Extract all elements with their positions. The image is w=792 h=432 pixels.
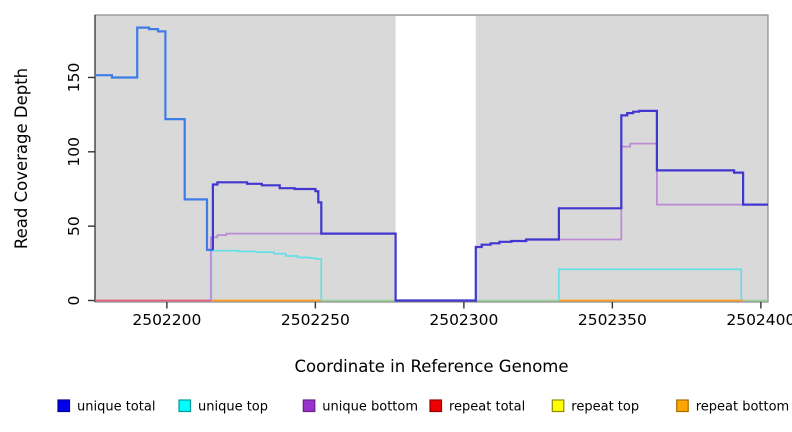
series-unique-total-left (95, 26, 213, 251)
legend-swatch-icon (551, 399, 565, 413)
legend-swatch-icon (178, 399, 192, 413)
x-tick-label: 2502300 (429, 311, 498, 329)
y-tick-label: 0 (65, 296, 83, 306)
series-unique-top-left (210, 249, 323, 301)
legend-swatch-icon (429, 399, 443, 413)
masked-region (395, 16, 476, 302)
x-tick-label: 2502200 (132, 311, 201, 329)
legend-swatch-icon (676, 399, 689, 413)
legend-label: unique top (198, 400, 268, 415)
series-unique-top-right (558, 268, 743, 301)
x-axis-title: Coordinate in Reference Genome (294, 357, 568, 376)
y-axis-title: Read Coverage Depth (12, 68, 31, 249)
legend-label: repeat top (571, 400, 639, 415)
legend-label: unique bottom (322, 400, 418, 415)
x-tick-label: 2502400 (726, 311, 792, 329)
legend-label: repeat total (449, 400, 525, 415)
legend-item: repeat bottom (676, 399, 790, 415)
legend-swatch-icon (302, 399, 316, 413)
y-tick-label: 100 (65, 137, 83, 167)
y-tick-label: 50 (65, 216, 83, 236)
series-unique-total-main (211, 109, 768, 302)
legend-item: repeat total (429, 399, 525, 415)
legend-label: unique total (77, 400, 155, 415)
x-tick-label: 2502250 (281, 311, 350, 329)
legend-swatch-icon (57, 399, 71, 413)
x-tick-label: 2502350 (578, 311, 647, 329)
legend-item: unique total (57, 399, 155, 415)
legend-label: repeat bottom (696, 400, 790, 415)
legend-item: unique top (178, 399, 268, 415)
legend-item: repeat top (551, 399, 639, 415)
y-tick-label: 150 (65, 63, 83, 93)
legend-item: unique bottom (302, 399, 418, 415)
